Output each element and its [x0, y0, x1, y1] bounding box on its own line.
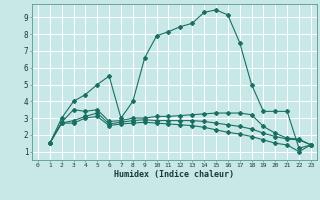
- X-axis label: Humidex (Indice chaleur): Humidex (Indice chaleur): [115, 170, 234, 179]
